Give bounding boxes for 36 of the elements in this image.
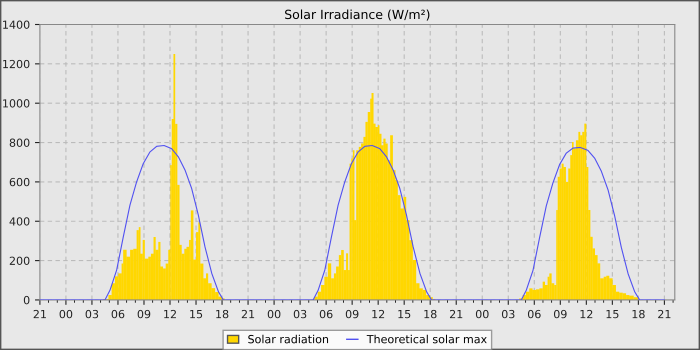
y-tick-label: 1400 [3,20,30,29]
x-tick-label: 09 [346,310,358,318]
x-tick-label: 21 [242,310,254,318]
x-tick-label: 12 [580,310,592,318]
x-tick-label: 03 [502,310,514,318]
x-tick-label: 18 [632,310,645,318]
y-tick-label: 800 [10,138,30,147]
x-tick-label: 00 [476,310,489,318]
x-tick-label: 00 [60,310,72,318]
x-tick-label: 03 [86,310,98,318]
y-tick-label: 1000 [3,99,30,108]
x-tick-label: 06 [528,310,541,318]
x-tick-label: 18 [424,310,437,318]
x-tick-label: 18 [216,310,228,318]
x-tick-label: 15 [190,310,202,318]
x-tick-label: 21 [34,310,46,318]
y-tick-label: 400 [10,217,30,226]
x-tick-label: 12 [164,310,176,318]
x-tick-label: 06 [320,310,332,318]
y-tick-label: 0 [24,296,30,304]
x-tick-label: 12 [372,310,384,318]
chart-title: Solar Irradiance (W/m²) [285,9,430,21]
y-tick-label: 1200 [3,60,30,68]
x-tick-label: 06 [112,310,124,318]
x-tick-label: 15 [606,310,618,318]
x-tick-label: 21 [658,310,670,318]
x-tick-label: 09 [554,310,567,318]
x-tick-label: 09 [138,310,150,318]
x-tick-label: 03 [294,310,306,318]
x-tick-label: 15 [398,310,410,318]
x-tick-label: 00 [268,310,280,318]
x-tick-label: 21 [450,310,462,318]
legend-label: Theoretical solar max [366,334,487,344]
y-tick-label: 600 [10,178,30,186]
y-tick-label: 200 [10,256,30,265]
legend-label: Solar radiation [248,334,328,344]
